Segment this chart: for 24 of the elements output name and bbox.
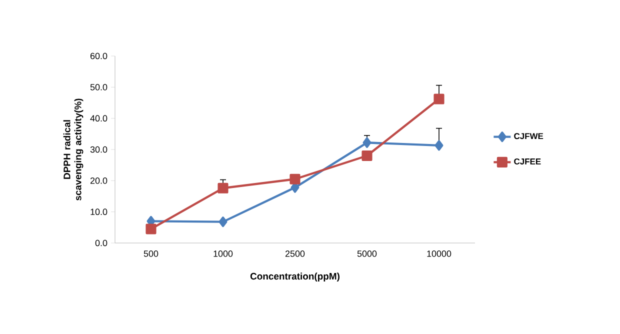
y-tick-label: 50.0 xyxy=(90,84,108,90)
legend-label: CJFWE xyxy=(514,133,544,140)
x-tick-label: 10000 xyxy=(427,250,452,257)
point xyxy=(362,150,372,162)
point xyxy=(434,140,444,151)
x-tick-label: 1000 xyxy=(214,250,233,257)
point xyxy=(218,182,228,194)
point xyxy=(218,216,228,228)
x-tick-label: 5000 xyxy=(357,250,377,257)
y-tick-label: 10.0 xyxy=(90,208,108,216)
x-axis-title: Concentration(ppM) xyxy=(250,272,340,282)
point xyxy=(146,224,156,234)
y-tick-label: 60.0 xyxy=(90,52,108,60)
legend-label: CJFEE xyxy=(514,158,541,164)
point xyxy=(362,137,372,148)
y-axis-title: DPPH radical scavenging activity(%) xyxy=(63,98,84,200)
y-tick-label: 20.0 xyxy=(90,177,108,184)
y-tick-label: 0.0 xyxy=(95,240,108,246)
point xyxy=(434,94,444,104)
y-tick-label: 30.0 xyxy=(90,146,108,153)
x-tick-label: 2500 xyxy=(285,250,305,257)
y-tick-label: 40.0 xyxy=(90,115,108,122)
point xyxy=(290,174,300,184)
x-tick-label: 500 xyxy=(144,250,158,257)
